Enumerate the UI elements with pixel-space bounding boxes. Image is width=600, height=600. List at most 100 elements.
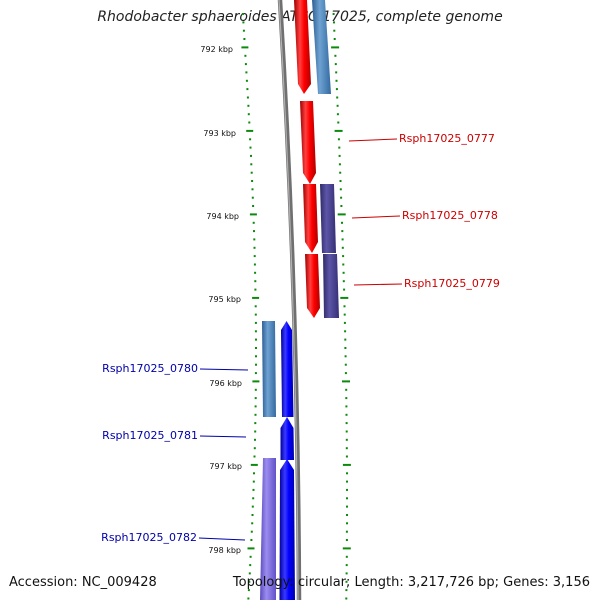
minor-tick xyxy=(338,163,341,166)
minor-tick xyxy=(253,238,256,241)
minor-tick xyxy=(345,580,348,583)
major-tick xyxy=(241,46,249,49)
minor-tick xyxy=(346,480,348,483)
minor-tick xyxy=(337,138,340,141)
minor-tick xyxy=(345,572,348,575)
minor-tick xyxy=(252,205,255,207)
minor-tick xyxy=(253,263,256,266)
gene-label-0781[interactable]: Rsph17025_0781 xyxy=(102,429,198,442)
minor-tick xyxy=(341,246,344,249)
minor-tick xyxy=(252,221,255,224)
minor-tick xyxy=(344,330,347,333)
leader-line-0777 xyxy=(348,138,398,142)
minor-tick xyxy=(343,313,346,316)
minor-tick xyxy=(339,180,342,182)
leader-line-0782 xyxy=(198,537,246,541)
minor-tick xyxy=(254,321,257,324)
minor-tick xyxy=(254,372,257,375)
minor-tick xyxy=(336,104,339,107)
minor-tick xyxy=(345,430,348,433)
gene-label-0779[interactable]: Rsph17025_0779 xyxy=(404,277,500,290)
minor-tick xyxy=(335,79,338,82)
minor-tick xyxy=(344,347,347,349)
minor-tick xyxy=(333,38,336,40)
reverse-strand-genes xyxy=(279,321,296,600)
minor-tick xyxy=(241,13,244,15)
minor-tick xyxy=(250,539,253,541)
gene-label-0777[interactable]: Rsph17025_0777 xyxy=(399,132,495,145)
label-leader-lines xyxy=(198,138,403,541)
gene-label-0778[interactable]: Rsph17025_0778 xyxy=(402,209,498,222)
minor-tick xyxy=(345,388,348,391)
gene-label-0782[interactable]: Rsph17025_0782 xyxy=(101,531,197,544)
minor-tick xyxy=(345,564,348,567)
minor-tick xyxy=(343,321,346,324)
leader-line-0779 xyxy=(353,283,403,286)
gene-Rsph17025_0781[interactable] xyxy=(280,417,295,460)
minor-tick xyxy=(249,555,252,558)
minor-tick xyxy=(246,88,249,91)
minor-tick xyxy=(346,488,348,491)
minor-tick xyxy=(336,113,339,116)
violet-feature-upper[interactable] xyxy=(320,184,336,253)
minor-tick xyxy=(341,221,343,224)
minor-tick xyxy=(254,330,257,333)
minor-tick xyxy=(248,121,251,124)
minor-tick xyxy=(251,188,254,191)
inner-scale-ticks xyxy=(241,13,260,600)
scale-labels: 792 kbp 793 kbp 794 kbp 795 kbp 796 kbp … xyxy=(200,45,242,555)
minor-tick xyxy=(245,79,248,82)
gene-Rsph17025_0779[interactable] xyxy=(305,254,320,318)
minor-tick xyxy=(346,522,348,525)
minor-tick xyxy=(255,347,257,349)
gene-Rsph17025_0780[interactable] xyxy=(281,321,294,417)
minor-tick xyxy=(250,163,253,166)
gene-Rsph17025_0778[interactable] xyxy=(303,184,318,253)
leader-line-0781 xyxy=(199,435,247,438)
major-tick xyxy=(249,213,257,216)
minor-tick xyxy=(342,263,345,266)
minor-tick xyxy=(253,447,256,450)
minor-tick xyxy=(254,438,256,441)
leader-line-0780 xyxy=(199,368,249,371)
minor-tick xyxy=(255,363,257,366)
scale-label-796: 796 kbp xyxy=(209,379,242,388)
minor-tick xyxy=(345,589,348,592)
steelblue-feature-top[interactable] xyxy=(312,0,331,94)
minor-tick xyxy=(254,313,257,316)
major-tick xyxy=(337,213,346,216)
minor-tick xyxy=(248,580,251,583)
minor-tick xyxy=(345,397,348,400)
scale-label-793: 793 kbp xyxy=(203,129,236,138)
steelblue-feature-lower[interactable] xyxy=(262,321,276,417)
minor-tick xyxy=(346,514,348,516)
minor-tick xyxy=(346,472,348,475)
minor-tick xyxy=(243,38,246,40)
violet-feature-lower[interactable] xyxy=(323,254,339,318)
minor-tick xyxy=(250,171,253,174)
minor-tick xyxy=(339,188,342,191)
lavender-feature[interactable] xyxy=(260,458,276,600)
minor-tick xyxy=(345,438,348,441)
major-tick xyxy=(334,129,343,132)
gene-Rsph17025_0782[interactable] xyxy=(279,459,296,600)
minor-tick xyxy=(342,271,345,274)
minor-tick xyxy=(254,388,257,391)
minor-tick xyxy=(335,88,338,91)
minor-tick xyxy=(250,530,253,533)
minor-tick xyxy=(247,113,250,116)
minor-tick xyxy=(252,497,255,500)
minor-tick xyxy=(341,230,344,233)
genome-backbone-highlight xyxy=(278,0,299,600)
minor-tick xyxy=(245,71,248,74)
major-tick xyxy=(252,380,260,383)
gene-label-0780[interactable]: Rsph17025_0780 xyxy=(102,362,198,375)
minor-tick xyxy=(247,104,250,107)
gene-red-top[interactable] xyxy=(294,0,311,94)
gene-Rsph17025_0777[interactable] xyxy=(300,101,316,184)
minor-tick xyxy=(342,280,345,283)
minor-tick xyxy=(251,505,254,508)
forward-strand-genes xyxy=(294,0,320,318)
minor-tick xyxy=(343,305,346,308)
